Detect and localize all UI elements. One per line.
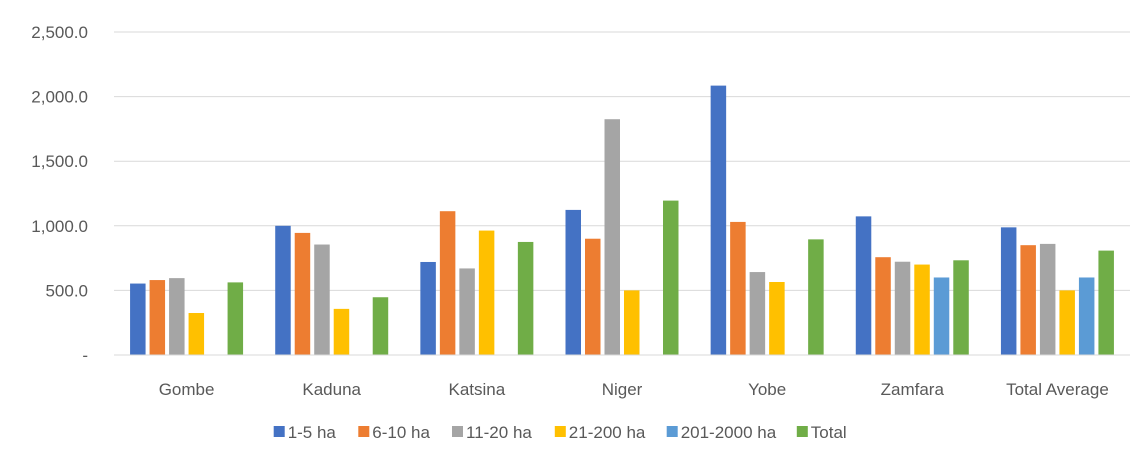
y-axis-ticks: - 500.0 1,000.0 1,500.0 2,000.0 2,500.0 [31, 23, 88, 365]
bar [749, 272, 766, 355]
legend-swatch [554, 426, 566, 437]
x-axis-ticks: Gombe Kaduna Katsina Niger Yobe Zamfara Total … [159, 380, 1109, 399]
legend-item: 201-2000 ha [666, 423, 777, 442]
x-tick-label: Zamfara [881, 380, 945, 399]
bar [1059, 290, 1075, 355]
bar [894, 261, 911, 355]
bar [663, 200, 679, 355]
bar [730, 221, 746, 355]
bar [1020, 245, 1036, 355]
legend-item: Total [796, 423, 847, 442]
bar [294, 232, 311, 355]
legend-label: 1-5 ha [288, 423, 337, 442]
bar [459, 268, 475, 355]
bar [517, 241, 534, 355]
x-tick-label: Gombe [159, 380, 215, 399]
y-tick-label: - [82, 346, 88, 365]
bar [933, 277, 950, 355]
legend-swatch [273, 426, 285, 437]
bar [478, 230, 495, 355]
legend-item: 21-200 ha [554, 423, 646, 442]
bar [1000, 227, 1017, 355]
bar [710, 85, 727, 356]
y-tick-label: 1,500.0 [31, 152, 88, 171]
legend-label: 21-200 ha [569, 423, 646, 442]
legend-label: 201-2000 ha [681, 423, 777, 442]
bar [420, 261, 436, 355]
legend-swatch [358, 426, 370, 437]
legend-swatch [666, 426, 678, 437]
bar [227, 282, 244, 355]
bar [1098, 250, 1114, 355]
bar [1078, 277, 1095, 355]
bars [130, 85, 1114, 356]
legend-swatch [796, 426, 808, 437]
y-tick-label: 2,500.0 [31, 23, 88, 42]
bar [585, 238, 601, 355]
y-tick-label: 2,000.0 [31, 88, 88, 107]
x-tick-label: Katsina [449, 380, 506, 399]
legend-label: 11-20 ha [466, 423, 532, 442]
bar [604, 119, 620, 356]
bar [333, 308, 350, 355]
x-tick-label: Total Average [1006, 380, 1109, 399]
legend-label: 6-10 ha [372, 423, 430, 442]
legend-swatch [452, 426, 463, 437]
bar [1039, 243, 1056, 355]
legend-item: 11-20 ha [452, 423, 532, 442]
legend: 1-5 ha 6-10 ha 11-20 ha 21-200 ha 201-2000 h… [273, 423, 847, 442]
x-tick-label: Kaduna [302, 380, 361, 399]
bar [769, 282, 785, 355]
bar [808, 239, 824, 355]
bar [130, 283, 146, 355]
bar [914, 264, 930, 355]
bar [875, 257, 891, 355]
bar [372, 297, 389, 355]
legend-item: 6-10 ha [358, 423, 431, 442]
bar [275, 225, 291, 355]
bar [149, 280, 166, 355]
y-tick-label: 500.0 [45, 281, 88, 300]
bar [314, 244, 330, 355]
bar [624, 290, 640, 355]
bar [169, 278, 185, 355]
bar [855, 216, 872, 355]
bar [953, 260, 969, 355]
x-tick-label: Yobe [748, 380, 786, 399]
y-tick-label: 1,000.0 [31, 217, 88, 236]
bar [439, 211, 456, 355]
legend-label: Total [811, 423, 847, 442]
bar [188, 313, 205, 355]
x-tick-label: Niger [602, 380, 643, 399]
bar [565, 209, 581, 355]
legend-item: 1-5 ha [273, 423, 337, 442]
gridlines [114, 31, 1130, 291]
